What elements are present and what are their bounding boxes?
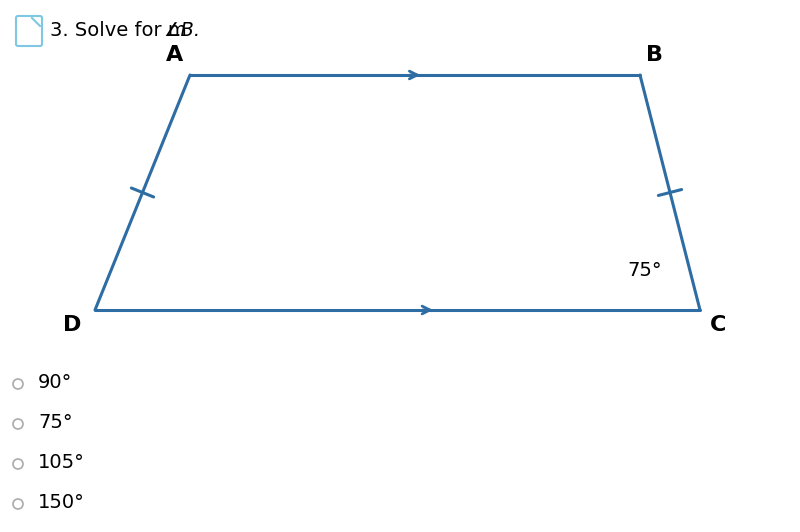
Text: D: D bbox=[63, 315, 81, 335]
Text: 75°: 75° bbox=[38, 412, 73, 431]
Text: ∠B.: ∠B. bbox=[163, 21, 200, 40]
FancyBboxPatch shape bbox=[16, 16, 42, 46]
Text: 75°: 75° bbox=[628, 261, 662, 279]
Text: 3. Solve for m: 3. Solve for m bbox=[50, 21, 186, 40]
Text: C: C bbox=[710, 315, 726, 335]
Text: A: A bbox=[166, 45, 184, 65]
Text: 105°: 105° bbox=[38, 453, 85, 471]
Text: 150°: 150° bbox=[38, 493, 85, 511]
Text: B: B bbox=[646, 45, 663, 65]
Text: 90°: 90° bbox=[38, 372, 72, 392]
